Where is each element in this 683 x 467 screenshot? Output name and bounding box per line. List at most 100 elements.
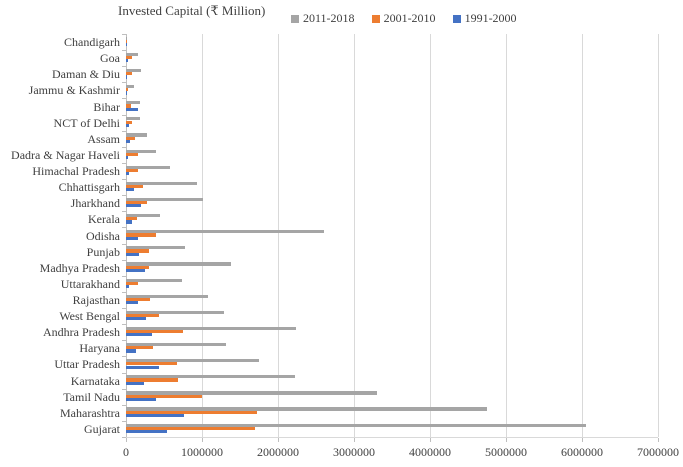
y-axis-tick	[122, 244, 126, 245]
category-label-andhra-pradesh: Andhra Pradesh	[43, 325, 120, 340]
bar-2011-2018-tamil-nadu	[126, 391, 377, 395]
x-axis-tick	[506, 438, 507, 442]
category-label-west-bengal: West Bengal	[59, 309, 120, 324]
bar-1991-2000-west-bengal	[126, 317, 146, 321]
y-axis-tick	[122, 195, 126, 196]
y-axis-tick	[122, 405, 126, 406]
legend-label: 1991-2000	[464, 11, 517, 25]
x-axis-tick	[582, 438, 583, 442]
bar-2001-2010-nct-of-delhi	[126, 120, 132, 124]
bar-1991-2000-punjab	[126, 252, 139, 256]
bar-2001-2010-kerala	[126, 217, 138, 221]
bar-2011-2018-bihar	[126, 101, 141, 105]
bar-2011-2018-assam	[126, 133, 148, 137]
y-axis-tick	[122, 115, 126, 116]
category-label-jharkhand: Jharkhand	[70, 196, 120, 211]
bar-2001-2010-uttar-pradesh	[126, 362, 177, 366]
y-axis-tick	[122, 356, 126, 357]
y-axis-tick	[122, 373, 126, 374]
bar-1991-2000-karnataka	[126, 381, 145, 385]
category-label-madhya-pradesh: Madhya Pradesh	[39, 260, 120, 275]
y-axis-tick	[122, 437, 126, 438]
category-label-jammu-kashmir: Jammu & Kashmir	[28, 83, 120, 98]
category-label-dadra-nagar-haveli: Dadra & Nagar Haveli	[11, 147, 120, 162]
legend-item-2001-2010: 2001-2010	[371, 11, 436, 26]
gridline	[354, 34, 355, 437]
y-axis-tick	[122, 389, 126, 390]
bar-1991-2000-nct-of-delhi	[126, 123, 130, 127]
category-label-gujarat: Gujarat	[84, 421, 120, 436]
bar-2011-2018-rajasthan	[126, 294, 209, 298]
x-tick-label: 2000000	[257, 445, 299, 459]
bar-2001-2010-gujarat	[126, 426, 256, 430]
bar-1991-2000-assam	[126, 139, 130, 143]
category-label-karnataka: Karnataka	[70, 373, 120, 388]
y-axis-tick	[122, 179, 126, 180]
bar-2001-2010-uttarakhand	[126, 281, 139, 285]
x-axis-tick	[278, 438, 279, 442]
bar-2011-2018-andhra-pradesh	[126, 326, 297, 331]
category-label-assam: Assam	[87, 131, 120, 146]
bar-2011-2018-uttar-pradesh	[126, 359, 259, 363]
gridline	[658, 34, 659, 437]
category-label-himachal-pradesh: Himachal Pradesh	[32, 164, 120, 179]
bar-1991-2000-himachal-pradesh	[126, 172, 129, 176]
category-label-odisha: Odisha	[86, 228, 120, 243]
bar-2011-2018-madhya-pradesh	[126, 262, 231, 266]
bar-2011-2018-dadra-nagar-haveli	[126, 149, 156, 153]
bar-1991-2000-tamil-nadu	[126, 397, 157, 401]
bar-2011-2018-uttarakhand	[126, 278, 183, 282]
bar-2001-2010-assam	[126, 136, 136, 140]
category-label-uttar-pradesh: Uttar Pradesh	[54, 357, 120, 372]
x-tick-label: 4000000	[409, 445, 451, 459]
x-tick-label: 5000000	[485, 445, 527, 459]
bar-2011-2018-odisha	[126, 230, 324, 234]
bar-2001-2010-daman-diu	[126, 72, 133, 76]
y-axis-tick	[122, 340, 126, 341]
bar-2011-2018-karnataka	[126, 375, 295, 379]
bar-1991-2000-kerala	[126, 220, 132, 224]
bar-2011-2018-jammu-kashmir	[126, 85, 135, 89]
category-label-chhattisgarh: Chhattisgarh	[58, 180, 120, 195]
bar-1991-2000-odisha	[126, 236, 139, 240]
gridline	[430, 34, 431, 437]
chart-title: Invested Capital (₹ Million)	[118, 3, 266, 18]
x-axis-tick	[126, 438, 127, 442]
x-axis-tick	[430, 438, 431, 442]
bar-2001-2010-punjab	[126, 249, 149, 253]
category-label-chandigarh: Chandigarh	[64, 35, 120, 50]
y-axis-tick	[122, 227, 126, 228]
legend-label: 2011-2018	[303, 11, 355, 25]
bar-2001-2010-bihar	[126, 104, 131, 108]
bar-2001-2010-haryana	[126, 346, 154, 350]
bar-2001-2010-maharashtra	[126, 410, 257, 414]
bar-2011-2018-maharashtra	[126, 407, 487, 411]
bar-1991-2000-bihar	[126, 107, 138, 111]
category-label-daman-diu: Daman & Diu	[52, 67, 120, 82]
category-label-maharashtra: Maharashtra	[60, 405, 120, 420]
y-axis-tick	[122, 211, 126, 212]
bar-2011-2018-chandigarh	[126, 36, 128, 40]
x-tick-label: 6000000	[561, 445, 603, 459]
y-axis-tick	[122, 98, 126, 99]
category-label-bihar: Bihar	[93, 99, 120, 114]
bar-2001-2010-odisha	[126, 233, 156, 237]
y-axis-tick	[122, 131, 126, 132]
bar-2001-2010-tamil-nadu	[126, 394, 202, 398]
bar-2001-2010-andhra-pradesh	[126, 330, 183, 334]
y-axis-tick	[122, 50, 126, 51]
legend-label: 2001-2010	[383, 11, 436, 25]
y-axis-tick	[122, 147, 126, 148]
bar-1991-2000-goa	[126, 59, 128, 63]
y-axis-tick	[122, 66, 126, 67]
y-axis-tick	[122, 163, 126, 164]
gridline	[582, 34, 583, 437]
bar-2011-2018-west-bengal	[126, 310, 225, 314]
x-tick-label: 3000000	[333, 445, 375, 459]
bar-1991-2000-jharkhand	[126, 204, 142, 208]
bar-2001-2010-rajasthan	[126, 297, 150, 301]
legend-item-2011-2018: 2011-2018	[291, 11, 355, 26]
x-tick-label: 0	[123, 445, 129, 459]
category-label-kerala: Kerala	[88, 212, 120, 227]
